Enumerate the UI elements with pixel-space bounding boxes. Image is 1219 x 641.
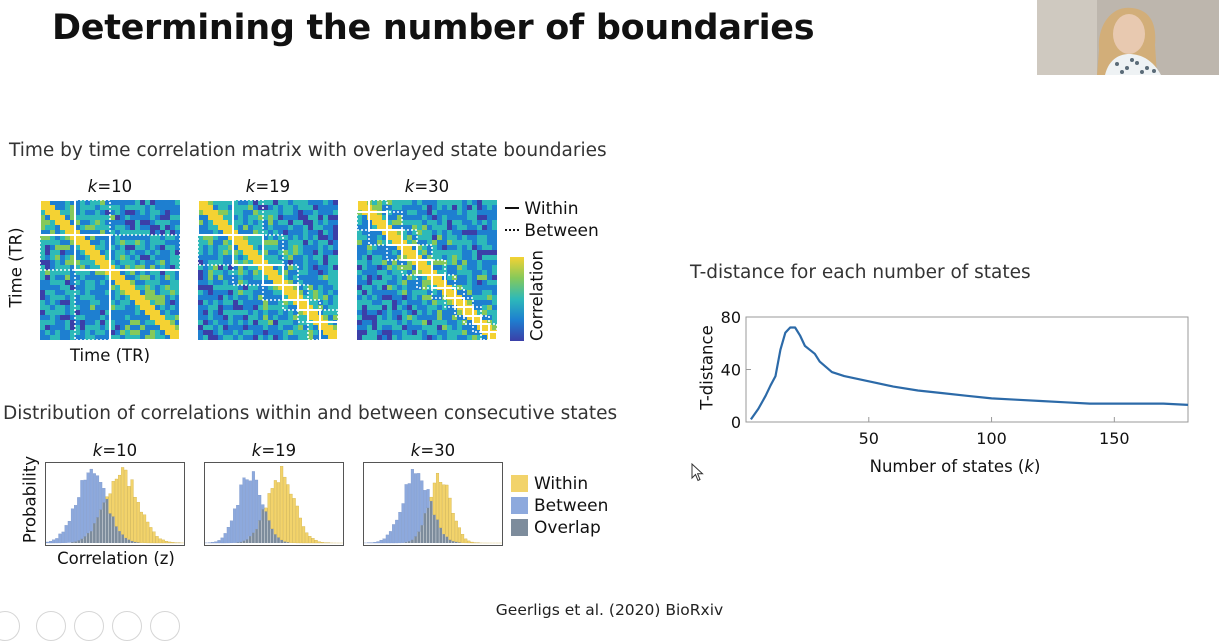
x-tick-label: 50 xyxy=(859,429,879,448)
x-tick-label: 150 xyxy=(1099,429,1130,448)
zoom-icon[interactable] xyxy=(112,611,142,641)
matrix-k-label: k=19 xyxy=(198,177,338,196)
more-icon[interactable] xyxy=(150,611,180,641)
histogram-k-label: k=19 xyxy=(205,441,343,460)
dotted-line-icon xyxy=(505,229,519,231)
x-tick-label: 100 xyxy=(976,429,1007,448)
histogram-k-label: k=30 xyxy=(364,441,502,460)
histogram-y-axis-label: Probability xyxy=(21,450,40,550)
presenter-video-icon xyxy=(1037,0,1219,75)
correlation-matrix-k19 xyxy=(198,200,338,340)
histogram-k19 xyxy=(204,462,344,546)
solid-line-icon xyxy=(505,207,519,209)
matrix-k-label: k=30 xyxy=(357,177,497,196)
pen-icon[interactable] xyxy=(36,611,66,641)
histogram-k-label: k=10 xyxy=(46,441,184,460)
legend-between-line: Between xyxy=(505,221,599,241)
slides-icon[interactable] xyxy=(74,611,104,641)
histogram-k30 xyxy=(363,462,503,546)
histogram-x-axis-label: Correlation (z) xyxy=(46,549,186,568)
legend-within-line: Within xyxy=(505,199,579,219)
chart-y-axis-label: T-distance xyxy=(698,318,717,418)
colorbar-label: Correlation xyxy=(528,246,547,346)
slide-title: Determining the number of boundaries xyxy=(52,8,814,48)
series-line xyxy=(751,328,1188,420)
within-swatch-icon xyxy=(511,475,528,492)
histogram-section-heading: Distribution of correlations within and … xyxy=(3,403,617,424)
overlap-swatch-icon xyxy=(511,519,528,536)
correlation-matrix-k10 xyxy=(40,200,180,340)
citation: Geerligs et al. (2020) BioRxiv xyxy=(0,601,1219,619)
y-tick-label: 80 xyxy=(721,308,741,327)
colorbar xyxy=(510,257,524,341)
chart-x-axis-label: Number of states (k) xyxy=(810,457,1100,476)
matrix-section-heading: Time by time correlation matrix with ove… xyxy=(9,140,607,161)
matrix-k-label: k=10 xyxy=(40,177,180,196)
legend-between: Between xyxy=(511,496,608,516)
y-tick-label: 0 xyxy=(731,413,741,432)
mouse-pointer-icon xyxy=(691,463,705,487)
correlation-matrix-k30 xyxy=(357,200,497,340)
matrix-x-axis-label: Time (TR) xyxy=(40,346,180,365)
legend-overlap: Overlap xyxy=(511,518,601,538)
histogram-k10 xyxy=(45,462,185,546)
chart-title: T-distance for each number of states xyxy=(690,262,1031,283)
y-tick-label: 40 xyxy=(721,361,741,380)
matrix-y-axis-label: Time (TR) xyxy=(7,218,26,318)
between-swatch-icon xyxy=(511,497,528,514)
legend-within: Within xyxy=(511,474,588,494)
